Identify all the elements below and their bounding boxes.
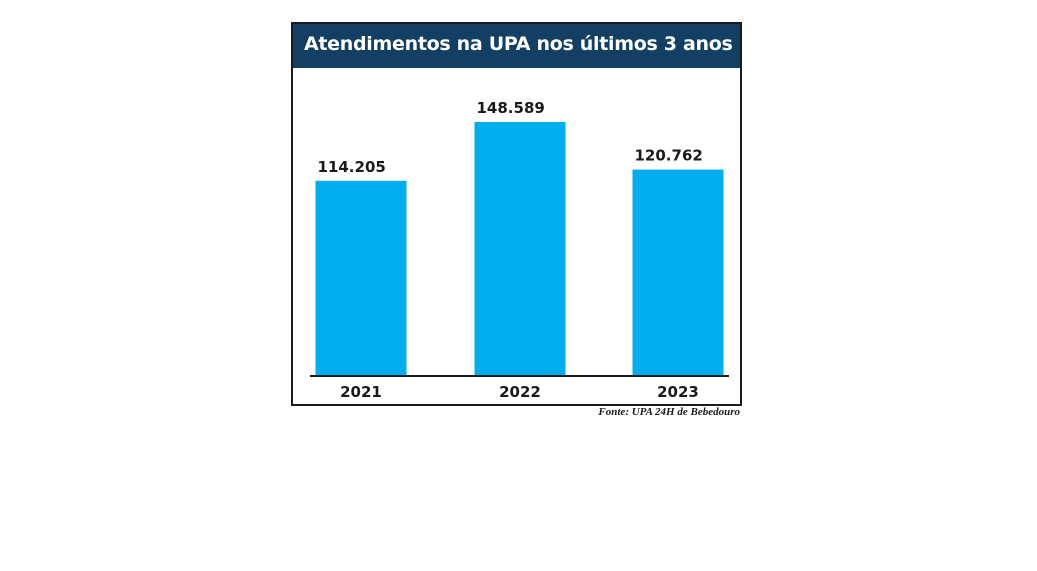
bar-2022: [474, 122, 566, 376]
bar-2023: [632, 169, 724, 376]
chart-header: Atendimentos na UPA nos últimos 3 anos: [293, 24, 740, 68]
bar-chart: 114.205 2021 148.589 2022 120.762 2023: [310, 99, 729, 401]
chart-frame: Atendimentos na UPA nos últimos 3 anos 1…: [291, 22, 742, 406]
chart-title: Atendimentos na UPA nos últimos 3 anos: [304, 33, 733, 55]
value-label-2022: 148.589: [477, 99, 545, 117]
value-label-2021: 114.205: [318, 158, 386, 176]
x-tick-label-2021: 2021: [340, 383, 382, 401]
x-tick-label-2023: 2023: [657, 383, 699, 401]
x-tick-label-2022: 2022: [499, 383, 541, 401]
bar-2021: [315, 180, 407, 376]
source-note: Fonte: UPA 24H de Bebedouro: [598, 406, 740, 418]
value-label-2023: 120.762: [635, 147, 703, 165]
